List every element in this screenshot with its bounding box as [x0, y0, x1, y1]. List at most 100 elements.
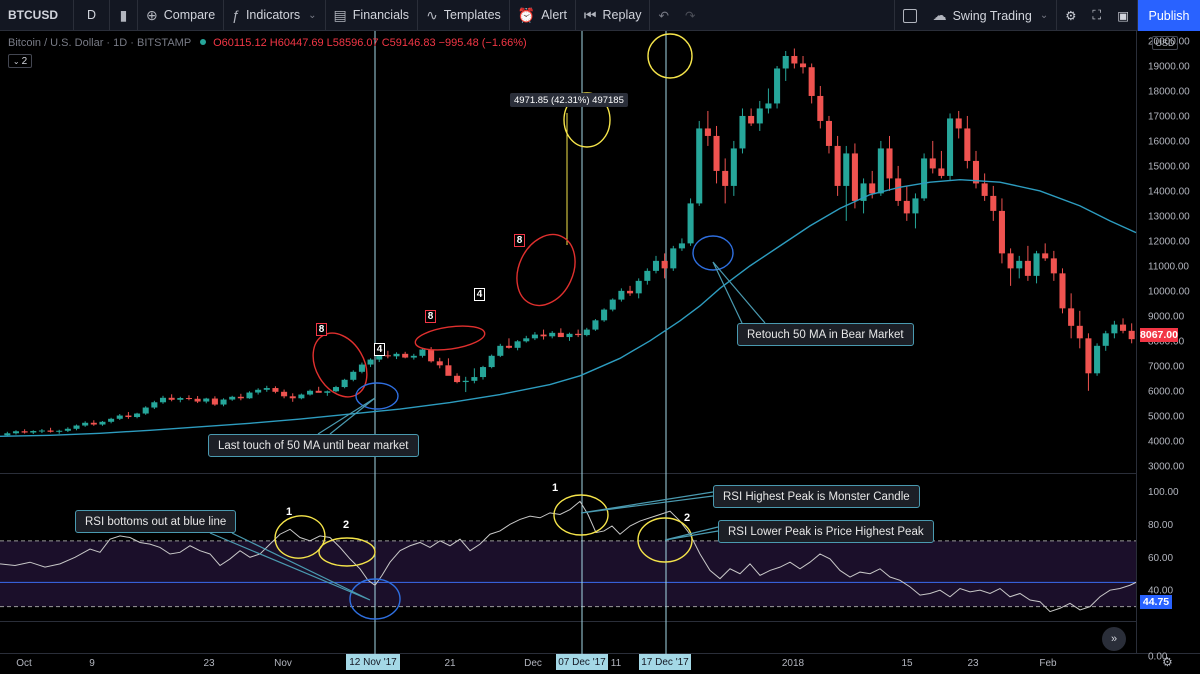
candle — [782, 50, 789, 81]
candle-body — [497, 345, 504, 356]
callout-rsi-bottoms[interactable]: RSI bottoms out at blue line — [75, 510, 237, 533]
wave-label-text: 8 — [318, 324, 325, 335]
candle — [843, 145, 850, 221]
callout-last-touch-text: Last touch of 50 MA until bear market — [218, 439, 409, 452]
settings-button[interactable]: ⚙ — [1057, 0, 1084, 31]
candle-body — [289, 396, 296, 399]
financials-button[interactable]: ▤ Financials — [326, 0, 419, 31]
candle — [56, 429, 63, 434]
candle — [765, 88, 772, 114]
candle — [281, 389, 288, 399]
axis-settings-button[interactable]: ⚙ — [1162, 655, 1173, 669]
legend-collapse-toggle[interactable]: ⌄ 2 — [8, 54, 32, 68]
time-tick-label: Oct — [16, 658, 32, 669]
interval-label: D — [86, 8, 97, 22]
currency-selector[interactable]: USD — [1152, 36, 1178, 50]
alert-button[interactable]: ⏰ Alert — [510, 0, 576, 31]
publish-button[interactable]: Publish — [1138, 0, 1200, 31]
templates-label: Templates — [443, 8, 501, 22]
candle — [332, 385, 340, 393]
candle — [696, 120, 703, 206]
rsi-peak-number: 2 — [343, 519, 349, 531]
price-tick-label: 3000.00 — [1148, 461, 1185, 472]
undo-button[interactable]: ↶ — [650, 0, 676, 31]
price-tick-label: 11000.00 — [1148, 261, 1189, 272]
layout-button[interactable]: ☁ Swing Trading ⌄ — [925, 0, 1058, 31]
price-tick-label: 7000.00 — [1148, 361, 1185, 372]
compare-label: Compare — [163, 8, 216, 22]
candle — [471, 368, 478, 384]
price-tick-label: 18000.00 — [1148, 86, 1190, 97]
fullscreen-toggle[interactable] — [893, 0, 925, 31]
candle-body — [488, 355, 495, 368]
interval-button[interactable]: D — [74, 0, 110, 31]
candle — [1042, 243, 1049, 261]
rsi-band — [0, 540, 1136, 607]
callout-rsi-highest[interactable]: RSI Highest Peak is Monster Candle — [713, 485, 920, 508]
candle — [151, 400, 158, 410]
templates-button[interactable]: ∿ Templates — [418, 0, 510, 31]
candle — [670, 245, 677, 271]
candle — [860, 178, 867, 214]
replay-button[interactable]: ⏮ Replay — [576, 0, 651, 31]
candle-body — [237, 396, 244, 399]
templates-icon: ∿ — [426, 6, 438, 23]
candle — [644, 268, 651, 285]
candle — [1068, 293, 1075, 339]
candle-body — [445, 365, 452, 376]
candle-body — [108, 418, 115, 422]
candle-body — [834, 145, 841, 186]
candle-body — [895, 178, 902, 201]
candle-body — [367, 359, 374, 365]
candle — [479, 365, 487, 380]
callout-pointer — [209, 532, 371, 601]
symbol-search[interactable]: BTCUSD — [0, 0, 74, 31]
candle — [298, 393, 305, 400]
callout-retouch-text: Retouch 50 MA in Bear Market — [747, 328, 904, 341]
candle — [592, 319, 599, 331]
candle-body — [912, 198, 919, 214]
date-marker-2: 07 Dec '17 — [556, 654, 608, 670]
candle — [687, 198, 694, 246]
callout-rsi-lower-text: RSI Lower Peak is Price Highest Peak — [728, 525, 924, 538]
snapshot-button[interactable]: ▣ — [1109, 0, 1138, 31]
price-tick-label: 4000.00 — [1148, 436, 1185, 447]
chart-canvas[interactable]: 20000.0019000.0018000.0017000.0016000.00… — [0, 31, 1200, 674]
candle-body — [246, 392, 253, 399]
compare-button[interactable]: ⊕ Compare — [138, 0, 225, 31]
candle — [402, 351, 409, 359]
indicators-button[interactable]: ƒ Indicators ⌄ — [224, 0, 326, 31]
candle — [722, 158, 729, 204]
candle-body — [38, 430, 45, 432]
candle — [990, 185, 997, 221]
rsi-tick-label: 80.00 — [1148, 520, 1173, 531]
candle-body — [869, 183, 876, 194]
candle-body — [583, 329, 590, 336]
candle-body — [661, 260, 668, 269]
candle-body — [281, 391, 288, 397]
current-price-tag: 8067.00 — [1140, 328, 1178, 342]
redo-button[interactable]: ↷ — [677, 0, 703, 31]
fullscreen-button[interactable]: ⛶ — [1084, 0, 1109, 31]
candle-body — [471, 377, 478, 381]
candle-body — [1007, 253, 1014, 269]
candle — [618, 288, 625, 302]
candle-body — [1085, 338, 1092, 374]
candle-body — [635, 280, 642, 294]
callout-retouch[interactable]: Retouch 50 MA in Bear Market — [737, 323, 914, 346]
wave-label-text: 4 — [476, 289, 483, 300]
callout-last-touch[interactable]: Last touch of 50 MA until bear market — [208, 434, 419, 457]
candle — [1076, 310, 1083, 349]
yellow-ellipse — [318, 537, 376, 567]
candle — [609, 298, 616, 312]
chart-type-button[interactable]: ▮ — [110, 0, 138, 31]
collapse-count: 2 — [21, 55, 28, 67]
ohlc-high: H60447.69 — [269, 37, 324, 49]
candle — [756, 100, 763, 131]
callout-rsi-lower[interactable]: RSI Lower Peak is Price Highest Peak — [718, 520, 934, 543]
candle — [834, 135, 841, 196]
callout-pointer — [712, 261, 766, 324]
candle — [255, 388, 262, 395]
scroll-to-realtime-button[interactable]: » — [1102, 627, 1126, 651]
candle-body — [462, 380, 469, 383]
